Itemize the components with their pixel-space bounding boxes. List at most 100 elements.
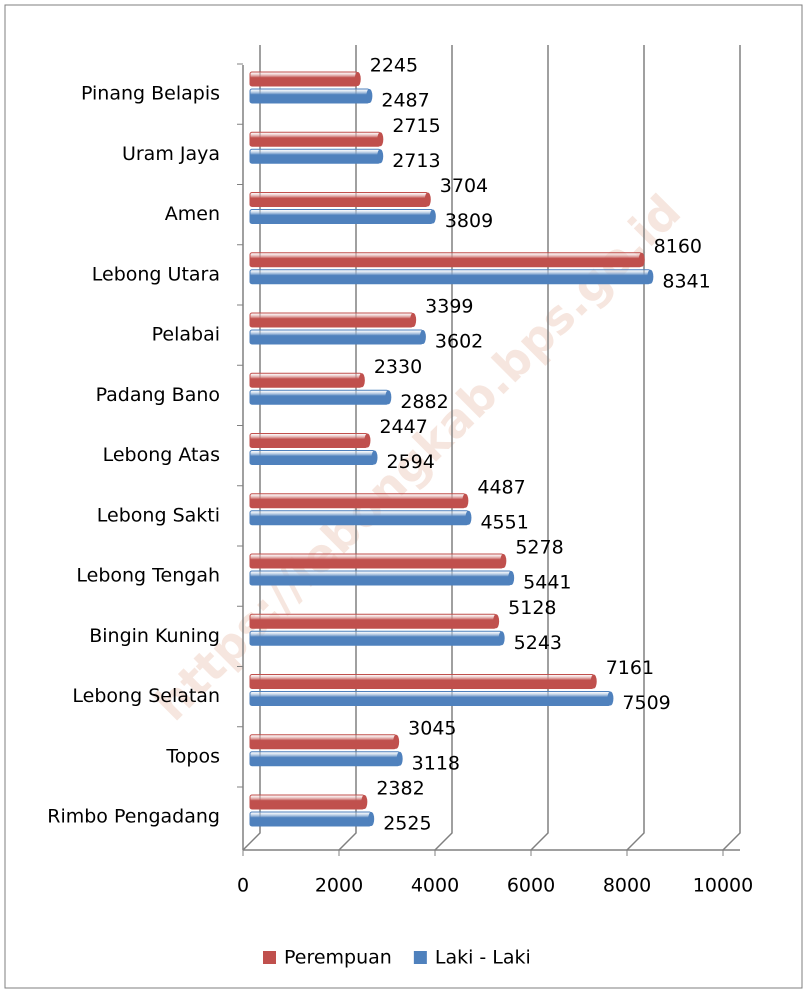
value-label: 2713 — [392, 150, 440, 172]
bar — [249, 811, 372, 827]
value-label: 2382 — [376, 778, 424, 800]
y-tick-label: Lebong Atas — [103, 444, 220, 466]
value-label: 3118 — [412, 752, 460, 774]
y-tick-label: Bingin Kuning — [89, 625, 220, 647]
bar-cap — [358, 373, 365, 388]
bar — [249, 630, 503, 646]
bar-cap — [361, 795, 368, 809]
bar-cap — [385, 390, 392, 405]
value-label: 7161 — [606, 657, 654, 679]
y-tick-label: Topos — [165, 745, 220, 767]
bar-cap — [366, 89, 373, 103]
bar — [249, 734, 397, 750]
value-label: 2330 — [374, 356, 422, 378]
bar-cap — [500, 554, 507, 568]
value-label: 5278 — [515, 537, 563, 559]
bar — [249, 613, 497, 629]
bar-cap — [377, 132, 384, 147]
bar — [249, 372, 363, 388]
legend-swatch — [413, 951, 427, 964]
value-label: 2487 — [381, 90, 429, 112]
y-tick-label: Lebong Sakti — [97, 504, 220, 526]
bar-cap — [393, 734, 400, 749]
grid-line — [722, 45, 741, 851]
value-label: 3602 — [435, 331, 483, 353]
y-tick-label: Lebong Selatan — [72, 685, 220, 707]
x-tick-label: 0 — [237, 875, 249, 897]
bar-cap — [419, 330, 426, 344]
y-tick-label: Pinang Belapis — [81, 83, 220, 105]
bar-cap — [354, 72, 361, 86]
value-label: 2594 — [387, 451, 435, 473]
bar — [249, 553, 504, 569]
bar — [249, 269, 651, 285]
value-label: 4551 — [480, 511, 528, 533]
value-label: 2715 — [392, 115, 440, 137]
bar-cap — [638, 252, 645, 267]
value-label: 4487 — [477, 476, 525, 498]
x-tick-label: 2000 — [315, 875, 363, 897]
value-label: 5243 — [514, 632, 562, 654]
grid-line — [338, 45, 357, 851]
bar-cap — [647, 269, 654, 284]
grid-line — [434, 45, 453, 851]
legend-swatch — [263, 951, 276, 964]
bar-cap — [465, 510, 472, 525]
bar-cap — [429, 209, 436, 224]
bar — [249, 691, 611, 706]
bar-cap — [371, 450, 378, 465]
value-label: 3045 — [408, 717, 456, 739]
bar — [249, 209, 434, 224]
bar-cap — [377, 149, 384, 164]
bar-cap — [493, 614, 500, 629]
value-label: 5441 — [523, 572, 571, 594]
bar-cap — [498, 631, 505, 646]
value-label: 3399 — [425, 296, 473, 318]
value-label: 7509 — [622, 692, 670, 714]
bar-cap — [410, 313, 417, 327]
bar-cap — [607, 691, 614, 706]
grid-line — [530, 45, 549, 851]
value-label: 2447 — [379, 416, 427, 438]
bar-cap — [368, 812, 375, 826]
y-tick-label: Pelabai — [152, 324, 220, 346]
y-tick-label: Lebong Tengah — [76, 565, 220, 587]
bar — [249, 493, 466, 509]
value-label: 2245 — [370, 55, 418, 77]
legend-label: Perempuan — [284, 947, 392, 969]
bar — [249, 148, 381, 164]
bar-cap — [508, 571, 515, 585]
bar-cap — [462, 493, 469, 508]
bar — [249, 570, 512, 586]
bar — [249, 252, 643, 268]
y-tick-label: Rimbo Pengadang — [47, 806, 220, 828]
grid-line — [626, 45, 645, 851]
bar — [249, 71, 359, 87]
legend-label: Laki - Laki — [435, 947, 531, 969]
bar-cap — [590, 674, 597, 689]
value-label: 2525 — [383, 813, 431, 835]
bar — [249, 192, 429, 207]
y-tick-label: Padang Bano — [96, 384, 220, 406]
value-label: 3704 — [440, 175, 488, 197]
y-tick-label: Uram Jaya — [122, 143, 220, 165]
bar — [249, 88, 370, 104]
bar — [249, 389, 389, 405]
grid-line — [242, 45, 261, 851]
value-label: 5128 — [508, 597, 556, 619]
x-tick-label: 6000 — [507, 875, 555, 897]
y-tick-label: Amen — [165, 203, 220, 225]
x-tick-label: 4000 — [411, 875, 459, 897]
value-label: 8341 — [662, 270, 710, 292]
bar — [249, 433, 368, 448]
bar — [249, 312, 414, 328]
bar — [249, 674, 595, 689]
bar-cap — [364, 433, 371, 448]
bar — [249, 794, 365, 810]
bar-cap — [424, 192, 431, 207]
bar — [249, 450, 376, 465]
bar — [249, 510, 469, 526]
y-tick-label: Lebong Utara — [92, 263, 220, 285]
bar — [249, 131, 381, 147]
